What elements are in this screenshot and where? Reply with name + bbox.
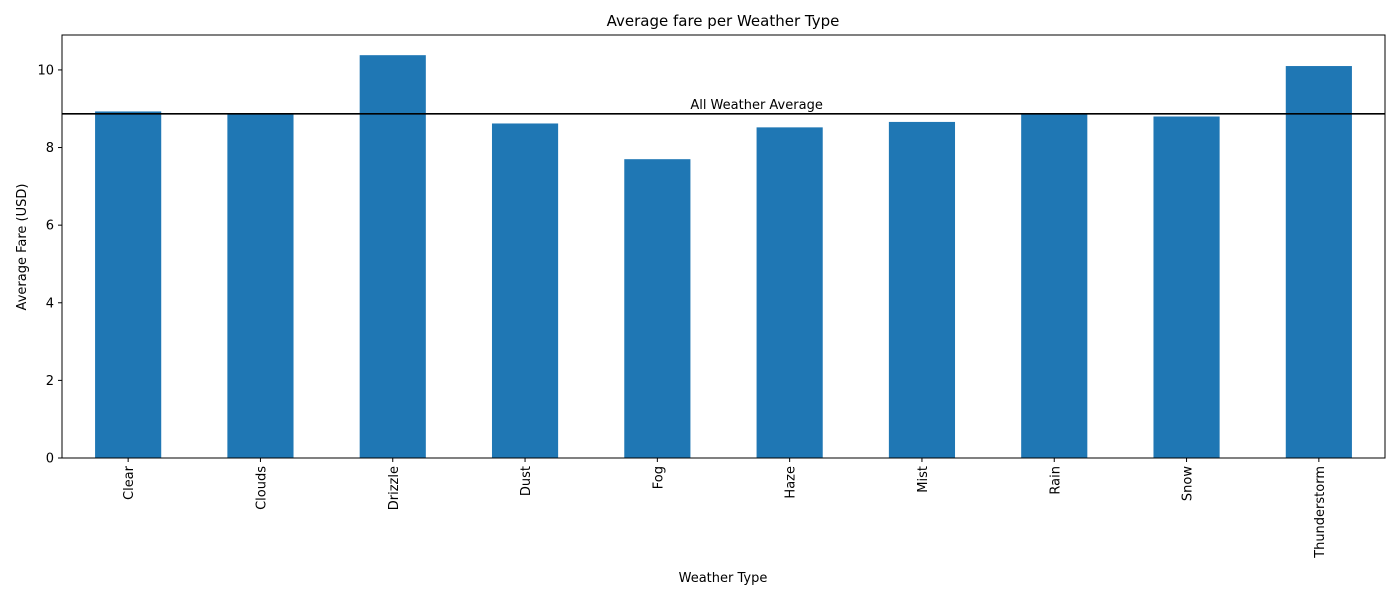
bars-group [95,55,1352,459]
plot-frame [61,34,1386,459]
y-tick-label: 0 [46,452,54,467]
bar-mist [888,121,956,459]
bar-drizzle [359,55,426,459]
y-tick-label: 8 [46,141,54,156]
x-axis: Clear Clouds Drizzle Dust Fog Haze Mist Rain Sno… [122,458,1328,559]
y-tick-label: 4 [46,296,54,311]
x-tick-label: Rain [1048,466,1063,495]
x-tick-label: Dust [519,466,534,496]
x-tick-label: Snow [1181,466,1196,501]
x-tick-label: Mist [916,466,931,493]
y-tick-label: 10 [37,63,54,78]
x-tick-label: Fog [651,466,666,489]
bar-clouds [227,113,294,458]
bar-clear [95,111,162,458]
x-tick-label: Thunderstorm [1313,466,1328,559]
y-tick-label: 6 [46,219,54,234]
y-axis-label: Average Fare (USD) [15,184,30,311]
chart-title: Average fare per Weather Type [607,12,840,30]
y-axis: 0 2 4 6 8 10 [37,63,62,467]
x-tick-label: Clouds [254,466,269,510]
x-tick-label: Haze [784,466,799,499]
bar-haze [756,127,823,459]
bar-rain [1021,113,1088,459]
average-reference-label: All Weather Average [690,98,823,113]
x-tick-label: Drizzle [387,466,402,510]
x-tick-label: Clear [122,465,137,500]
bar-fog [624,159,691,459]
bar-thunderstorm [1285,66,1352,458]
x-axis-label: Weather Type [679,571,768,586]
y-tick-label: 2 [46,374,54,389]
bar-snow [1153,116,1220,458]
reference-line-group: All Weather Average [62,98,1385,115]
bar-dust [491,123,559,458]
